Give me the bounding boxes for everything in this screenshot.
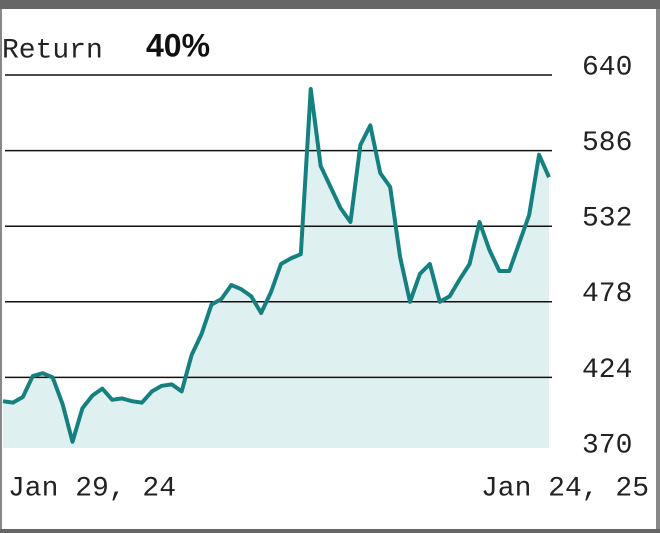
x-tick-label: Jan 24, 25 [481,473,649,504]
x-tick-label: Jan 29, 24 [8,473,176,504]
return-value: 40% [146,27,210,63]
y-tick-label: 532 [582,204,632,235]
area [3,89,549,448]
y-tick-label: 640 [582,52,632,83]
plot [2,74,552,448]
chart-title: Return [2,35,103,66]
y-tick-label: 370 [582,430,632,461]
bottom-bar [0,529,660,533]
y-tick-label: 424 [582,355,632,386]
right-edge [656,9,660,530]
top-bar [0,0,660,9]
left-edge [0,9,2,530]
y-tick-label: 478 [582,279,632,310]
y-tick-label: 586 [582,128,632,159]
line [2,87,551,444]
